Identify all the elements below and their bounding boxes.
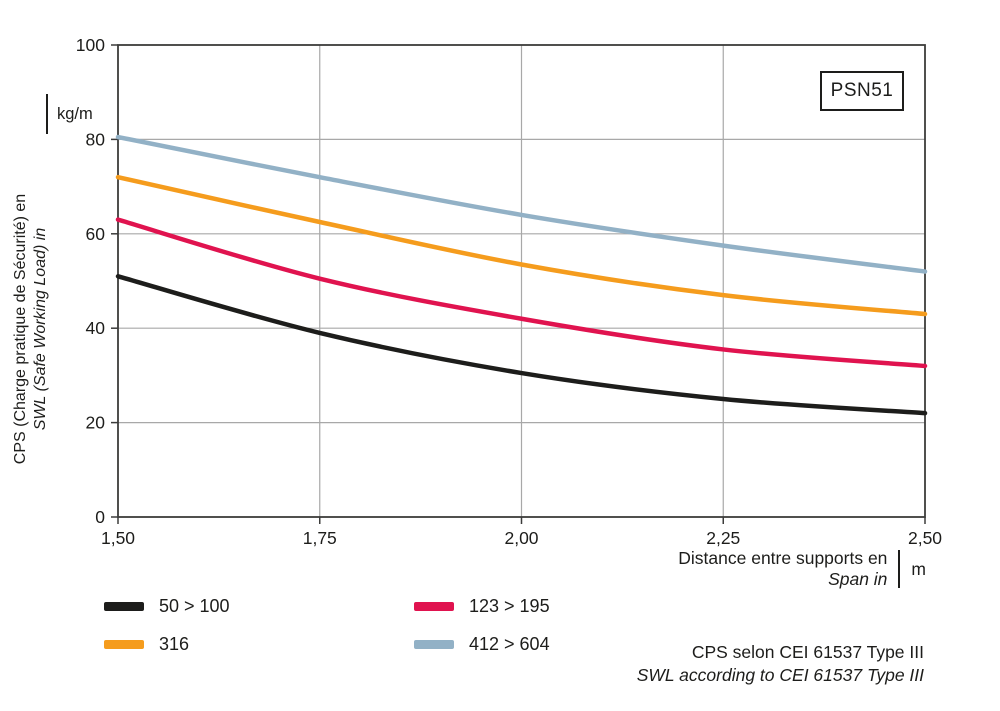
svg-text:20: 20 [86, 413, 106, 433]
svg-text:80: 80 [86, 129, 106, 149]
x-axis-label: Distance entre supports en Span in m [678, 548, 926, 591]
svg-text:2,00: 2,00 [504, 528, 538, 548]
y-axis-label-en: SWL (Safe Working Load) in [32, 227, 50, 431]
svg-text:0: 0 [95, 507, 105, 527]
legend-item: 316 [104, 634, 414, 655]
product-badge-label: PSN51 [830, 80, 894, 101]
svg-text:40: 40 [86, 318, 106, 338]
series-line-123-195 [115, 217, 928, 369]
legend-item: 412 > 604 [414, 634, 724, 655]
svg-text:1,50: 1,50 [101, 528, 135, 548]
legend-label: 316 [159, 634, 190, 654]
series-line-50-100 [115, 274, 928, 416]
legend-label: 50 > 100 [159, 596, 230, 616]
y-axis-label-fr: CPS (Charge pratique de Sécurité) en [12, 193, 29, 465]
legend-label: 412 > 604 [469, 634, 550, 654]
svg-text:100: 100 [76, 35, 105, 55]
legend-swatch [104, 602, 144, 611]
x-axis-unit-label: m [911, 558, 926, 579]
svg-text:2,50: 2,50 [908, 528, 942, 548]
series-line-316 [115, 174, 928, 317]
y-axis-label: CPS (Charge pratique de Sécurité) en SWL… [11, 129, 53, 529]
footnote-fr: CPS selon CEI 61537 Type III [691, 642, 924, 662]
legend-item: 123 > 195 [414, 596, 724, 617]
product-badge: PSN51 [820, 71, 904, 111]
legend-swatch [104, 640, 144, 649]
legend-swatch [414, 602, 454, 611]
legend-item: 50 > 100 [104, 596, 414, 617]
x-axis-label-fr: Distance entre supports en [678, 548, 888, 568]
y-axis-unit-label: kg/m [57, 104, 93, 123]
legend-swatch [414, 640, 454, 649]
x-axis-unit-divider [898, 550, 901, 589]
x-axis-label-en: Span in [828, 569, 888, 590]
footnote: CPS selon CEI 61537 Type III SWL accordi… [637, 641, 924, 687]
y-axis-unit-divider [46, 94, 48, 134]
legend-label: 123 > 195 [469, 596, 550, 616]
footnote-en: SWL according to CEI 61537 Type III [636, 664, 924, 685]
svg-text:1,75: 1,75 [303, 528, 337, 548]
legend: 50 > 100 123 > 195 316 412 > 604 [104, 596, 724, 655]
svg-text:60: 60 [86, 224, 106, 244]
series-line-412-604 [115, 134, 928, 274]
y-axis-unit: kg/m [46, 94, 93, 134]
svg-text:2,25: 2,25 [706, 528, 740, 548]
